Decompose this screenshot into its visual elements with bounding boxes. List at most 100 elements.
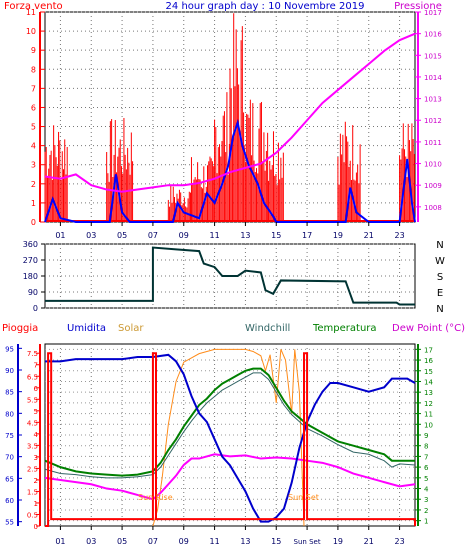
pressure-tick-label: 1010: [424, 161, 442, 169]
temperature-tick-label: 4: [424, 486, 429, 494]
wind-direction-line: [45, 246, 415, 306]
temperature-label: Temperatura: [312, 323, 377, 334]
direction-tick-label: 180: [23, 272, 38, 281]
pressure-tick-label: 1013: [424, 96, 442, 104]
pressure-tick-label: 1016: [424, 31, 442, 39]
humidity-tick-label: 70: [5, 454, 14, 462]
temperature-line: [44, 367, 415, 477]
temperature-tick-label: 3: [424, 496, 428, 504]
compass-label: N: [436, 240, 443, 251]
humidity-tick-label: 75: [5, 432, 14, 440]
rain-tick-label: 7: [34, 362, 38, 370]
humidity-tick-label: 55: [5, 519, 14, 527]
dewpoint-label: Dew Point (°C): [392, 323, 465, 334]
wind-force-tick-label: 4: [31, 142, 36, 151]
temperature-tick-label: 11: [424, 411, 433, 419]
hour-tick-label: 23: [394, 537, 404, 546]
rain-tick-label: 1.5: [27, 488, 38, 496]
hour-tick-label: 11: [209, 537, 219, 546]
temperature-tick-label: 16: [424, 357, 433, 365]
temperature-tick-label: 12: [424, 400, 433, 408]
wind-force-tick-label: 7: [31, 84, 36, 93]
wind-force-tick-label: 0: [31, 218, 36, 227]
wind-average-line: [44, 118, 416, 223]
temperature-tick-label: 14: [424, 378, 433, 386]
rain-tick-label: 4: [34, 431, 39, 439]
hour-tick-label: 05: [117, 231, 127, 240]
rain-tick-label: 6: [34, 385, 39, 393]
pressure-tick-label: 1015: [424, 52, 442, 60]
rain-line: [45, 352, 416, 527]
hour-tick-label: 03: [86, 231, 96, 240]
temperature-tick-label: 13: [424, 389, 433, 397]
rain-tick-label: 1: [34, 500, 38, 508]
hour-tick-label: 11: [209, 231, 219, 240]
humidity-tick-label: 65: [5, 475, 14, 483]
chart-title: 24 hour graph day : 10 Novembre 2019: [166, 1, 365, 12]
hour-tick-label: 01: [55, 537, 65, 546]
rain-tick-label: 0: [34, 523, 38, 531]
pressure-line: [44, 32, 416, 193]
pressure-tick-label: 1012: [424, 117, 442, 125]
hour-tick-label: 03: [86, 537, 96, 546]
rain-tick-label: 3.5: [27, 442, 38, 450]
temperature-tick-label: 17: [424, 346, 433, 354]
hour-tick-label: 13: [240, 231, 250, 240]
temperature-tick-label: 10: [424, 421, 433, 429]
humidity-tick-label: 80: [5, 410, 14, 418]
hour-tick-label: 21: [364, 231, 374, 240]
pressure-tick-label: 1014: [424, 74, 442, 82]
wind-force-tick-label: 9: [31, 46, 36, 55]
wind-force-label: Forza vento: [4, 1, 63, 12]
hour-tick-label: 15: [271, 231, 281, 240]
wind-force-tick-label: 8: [31, 65, 36, 74]
temperature-tick-label: 8: [424, 443, 428, 451]
pressure-tick-label: 1011: [424, 139, 442, 147]
wind-force-tick-label: 11: [26, 8, 36, 17]
rain-tick-label: 2.5: [27, 465, 38, 473]
rain-tick-label: 0.5: [27, 511, 38, 519]
rain-tick-label: 3: [34, 454, 38, 462]
pressure-tick-label: 1009: [424, 182, 442, 190]
temperature-tick-label: 7: [424, 453, 428, 461]
wind-force-tick-label: 5: [31, 123, 36, 132]
hour-tick-label: 09: [179, 537, 189, 546]
compass-label: W: [435, 256, 445, 267]
hour-tick-label: 23: [394, 231, 404, 240]
temperature-tick-label: 9: [424, 432, 428, 440]
pressure-label: Pressione: [394, 1, 442, 12]
hour-tick-label: 15: [271, 537, 281, 546]
temperature-tick-label: 6: [424, 464, 429, 472]
rain-tick-label: 5: [34, 408, 38, 416]
direction-tick-label: 0: [33, 304, 38, 313]
humidity-label: Umidita: [67, 323, 106, 334]
direction-tick-label: 360: [23, 240, 38, 249]
compass-label: N: [436, 304, 443, 315]
dewpoint-line: [44, 453, 416, 501]
hour-tick-label: Sun Set: [294, 538, 321, 546]
temperature-tick-label: 5: [424, 475, 428, 483]
rain-label: Pioggia: [2, 323, 38, 334]
hour-tick-label: 17: [302, 231, 312, 240]
wind-force-tick-label: 2: [31, 180, 36, 189]
humidity-tick-label: 90: [5, 367, 14, 375]
hour-tick-label: 21: [364, 537, 374, 546]
sun-set-label: Sun Set: [288, 493, 319, 502]
direction-tick-label: 90: [28, 288, 38, 297]
rain-tick-label: 4.5: [27, 419, 38, 427]
rain-tick-label: 6.5: [27, 373, 38, 381]
windchill-line: [44, 372, 416, 479]
hour-tick-label: 19: [333, 537, 343, 546]
wind-force-tick-label: 1: [31, 199, 36, 208]
hour-tick-label: 09: [179, 231, 189, 240]
hour-tick-label: 13: [240, 537, 250, 546]
wind-pressure-panel: 1110987654321010171016101510141013101210…: [26, 8, 443, 240]
solar-label: Solar: [118, 323, 144, 334]
rain-tick-label: 7.5: [27, 350, 38, 358]
hour-tick-label: 07: [148, 231, 158, 240]
hour-tick-label: 05: [117, 537, 127, 546]
humidity-line: [45, 353, 416, 523]
wind-force-tick-label: 3: [31, 161, 36, 170]
